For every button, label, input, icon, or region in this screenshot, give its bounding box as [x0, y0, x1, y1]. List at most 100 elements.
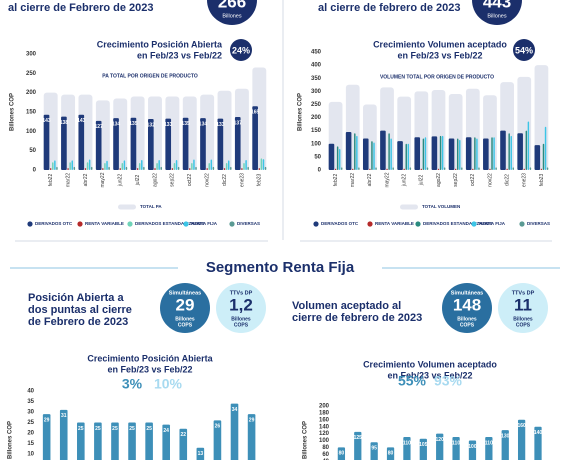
bar: [94, 422, 102, 460]
x-tick-label: feb23: [257, 174, 263, 187]
y-tick-label: 0: [33, 168, 37, 174]
bar: [193, 159, 195, 170]
bar: [264, 166, 267, 170]
chart-subtitle: PA TOTAL POR ORIGEN DE PRODUCTO: [102, 73, 198, 79]
bar: [448, 138, 455, 170]
x-tick-label: may22: [100, 172, 106, 187]
bar: [345, 131, 352, 170]
y-tick-label: 400: [311, 63, 322, 69]
bar: [392, 167, 394, 170]
bar: [147, 118, 154, 170]
x-tick-label: oct22: [470, 174, 476, 186]
bar: [90, 166, 93, 170]
bar: [213, 420, 222, 460]
kpi-circle: [498, 283, 548, 333]
x-tick-label: feb22: [48, 174, 54, 187]
bar: [461, 167, 463, 170]
y-tick-label: 20: [27, 431, 34, 437]
bar: [506, 168, 508, 170]
y-tick-label: 50: [29, 148, 36, 154]
legend-marker: [27, 221, 33, 227]
x-tick-label: may22: [384, 172, 390, 187]
bar: [230, 166, 232, 170]
bar: [437, 168, 440, 170]
bar: [510, 135, 512, 170]
chart-title: Crecimiento Volumen aceptado: [363, 359, 497, 369]
bar: [104, 163, 106, 170]
bar: [397, 141, 403, 170]
bar: [59, 409, 68, 460]
bar: [195, 166, 197, 170]
y-tick-label: 200: [26, 90, 37, 96]
y-tick-label: 250: [26, 71, 37, 77]
bar: [369, 168, 371, 170]
bar: [189, 168, 191, 170]
kpi-value: 11: [514, 295, 532, 314]
bar: [243, 163, 245, 170]
bar: [234, 117, 241, 170]
y-axis-label: Billones COP: [10, 93, 16, 131]
bar: [493, 137, 495, 170]
bar: [262, 159, 265, 170]
y-tick-label: 100: [311, 141, 322, 147]
bar: [529, 167, 532, 170]
bar: [56, 166, 58, 170]
x-tick-label: dic22: [222, 174, 228, 186]
data-label: 100: [468, 444, 477, 450]
bar: [358, 167, 360, 170]
bar: [54, 160, 56, 170]
legend-marker: [183, 221, 189, 227]
chart-title: en Feb/23 vs Feb/22: [137, 50, 222, 60]
data-label: 25: [146, 426, 152, 432]
data-label: 125: [354, 435, 363, 441]
bar: [386, 168, 388, 170]
kpi-label: TTVs DP: [230, 290, 253, 296]
data-label: 95: [371, 446, 377, 452]
y-tick-label: 150: [26, 110, 37, 116]
bar: [206, 168, 208, 170]
bar: [459, 139, 461, 170]
bar: [441, 135, 444, 170]
data-label: 110: [403, 440, 411, 446]
bar: [121, 163, 124, 170]
data-label: 25: [78, 426, 84, 432]
bar: [420, 168, 423, 170]
legend-label: DERIVADOS OTC: [321, 221, 359, 226]
bar: [375, 167, 377, 170]
bar: [258, 168, 261, 170]
bar: [95, 120, 102, 170]
bar: [405, 143, 407, 170]
bar: [158, 159, 160, 170]
legend-marker: [313, 221, 319, 227]
kpi-unit: COPS: [234, 322, 249, 328]
y-tick-label: 100: [319, 438, 330, 444]
bar: [426, 167, 429, 170]
data-label: 134: [112, 122, 121, 128]
bar: [191, 163, 193, 170]
bar: [334, 168, 337, 170]
bar: [356, 135, 358, 170]
data-label: 34: [232, 407, 238, 413]
bar: [454, 168, 457, 170]
kpi-circle: [216, 283, 266, 333]
bar: [173, 163, 176, 170]
bar: [77, 422, 85, 460]
data-label: 120: [436, 437, 445, 443]
bar: [69, 162, 71, 170]
bar: [42, 414, 51, 460]
bar: [145, 422, 153, 460]
chart-title: en Feb/23 vs Feb/22: [387, 370, 472, 380]
kpi-label: Simultáneas: [169, 290, 201, 296]
y-tick-label: 250: [311, 102, 322, 108]
legend-marker: [471, 221, 477, 227]
data-label: 130: [501, 433, 510, 439]
data-label: 110: [485, 440, 493, 446]
data-label: 31: [61, 413, 67, 419]
bar: [472, 168, 474, 170]
data-label: 110: [452, 440, 460, 446]
kpi-unit: COPS: [516, 322, 531, 328]
growth-label: 10%: [154, 376, 183, 392]
y-tick-label: 100: [26, 129, 37, 135]
bar: [210, 159, 213, 170]
x-tick-label: jun22: [118, 174, 124, 187]
